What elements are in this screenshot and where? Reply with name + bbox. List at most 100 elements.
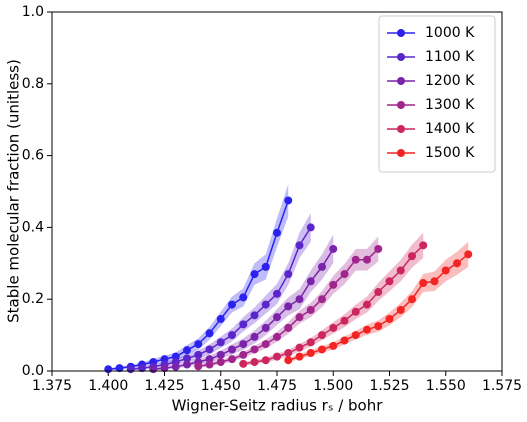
legend-label: 1400 K — [425, 121, 475, 137]
marker — [363, 300, 371, 309]
marker — [374, 244, 383, 253]
marker — [183, 346, 191, 355]
marker — [396, 305, 405, 314]
marker — [329, 341, 338, 350]
marker — [284, 302, 293, 311]
marker — [183, 354, 191, 363]
marker — [284, 270, 293, 279]
y-tick-label: 0.4 — [22, 219, 44, 235]
marker — [205, 360, 214, 369]
marker — [205, 329, 214, 338]
x-axis-label: Wigner-Seitz radius rₛ / bohr — [172, 397, 384, 415]
marker — [295, 241, 304, 250]
marker — [385, 277, 394, 286]
marker — [228, 300, 236, 309]
marker — [318, 295, 326, 304]
marker — [306, 338, 315, 347]
marker — [250, 345, 259, 354]
marker — [250, 270, 259, 279]
marker — [239, 359, 248, 368]
y-tick-label: 1.0 — [22, 4, 44, 20]
marker — [273, 289, 281, 298]
legend-marker — [397, 77, 405, 85]
x-tick-label: 1.500 — [313, 378, 353, 394]
marker — [250, 311, 259, 320]
marker — [250, 358, 259, 367]
legend-label: 1100 K — [425, 49, 475, 65]
marker — [160, 364, 169, 373]
legend-marker — [397, 101, 405, 109]
marker — [340, 336, 349, 345]
y-tick-label: 0.0 — [22, 363, 44, 379]
marker — [250, 332, 259, 341]
marker — [205, 345, 214, 354]
marker — [261, 356, 270, 365]
marker — [408, 295, 416, 304]
marker — [295, 295, 304, 304]
legend-label: 1300 K — [425, 97, 475, 113]
x-tick-label: 1.550 — [426, 378, 466, 394]
marker — [396, 266, 405, 275]
marker — [239, 340, 248, 349]
marker — [419, 279, 428, 288]
marker — [284, 349, 293, 358]
marker — [374, 322, 383, 331]
x-tick-label: 1.575 — [482, 378, 522, 394]
marker — [216, 314, 225, 323]
marker — [329, 244, 338, 253]
y-tick-label: 0.2 — [22, 291, 44, 307]
marker — [351, 255, 360, 264]
legend-marker — [397, 29, 405, 37]
marker — [216, 338, 225, 347]
error-band — [130, 213, 311, 371]
marker — [228, 355, 236, 364]
marker — [194, 350, 203, 359]
marker — [194, 362, 203, 371]
x-tick-label: 1.425 — [144, 378, 184, 394]
marker — [374, 288, 383, 297]
marker — [340, 316, 349, 325]
x-tick-label: 1.525 — [369, 378, 409, 394]
x-tick-label: 1.475 — [257, 378, 297, 394]
marker — [126, 365, 135, 374]
marker — [194, 340, 203, 349]
marker — [239, 293, 248, 302]
marker — [273, 332, 281, 341]
marker — [171, 362, 180, 371]
marker — [318, 345, 326, 354]
marker — [453, 259, 461, 268]
legend-label: 1500 K — [425, 145, 475, 161]
marker — [419, 241, 428, 250]
marker — [329, 280, 338, 289]
marker — [183, 360, 191, 369]
legend-label: 1200 K — [425, 73, 475, 89]
marker — [306, 223, 315, 232]
marker — [273, 228, 281, 237]
error-band — [198, 236, 379, 368]
marker — [295, 352, 304, 361]
marker — [329, 323, 338, 332]
marker — [385, 314, 394, 323]
y-tick-label: 0.8 — [22, 76, 44, 92]
y-axis-label: Stable molecular fraction (unitless) — [5, 59, 23, 323]
marker — [216, 350, 225, 359]
marker — [261, 340, 270, 349]
marker — [408, 252, 416, 261]
marker — [273, 352, 281, 361]
marker — [306, 277, 315, 286]
marker — [261, 323, 270, 332]
marker — [138, 364, 146, 373]
legend-marker — [397, 125, 405, 133]
marker — [273, 313, 281, 322]
marker — [239, 350, 248, 359]
legend-box — [378, 15, 496, 173]
legend-marker — [397, 149, 405, 157]
marker — [318, 262, 326, 271]
marker — [306, 305, 315, 314]
marker — [318, 331, 326, 340]
marker — [104, 365, 113, 374]
x-tick-label: 1.375 — [32, 378, 72, 394]
marker — [351, 307, 360, 316]
marker — [239, 320, 248, 329]
